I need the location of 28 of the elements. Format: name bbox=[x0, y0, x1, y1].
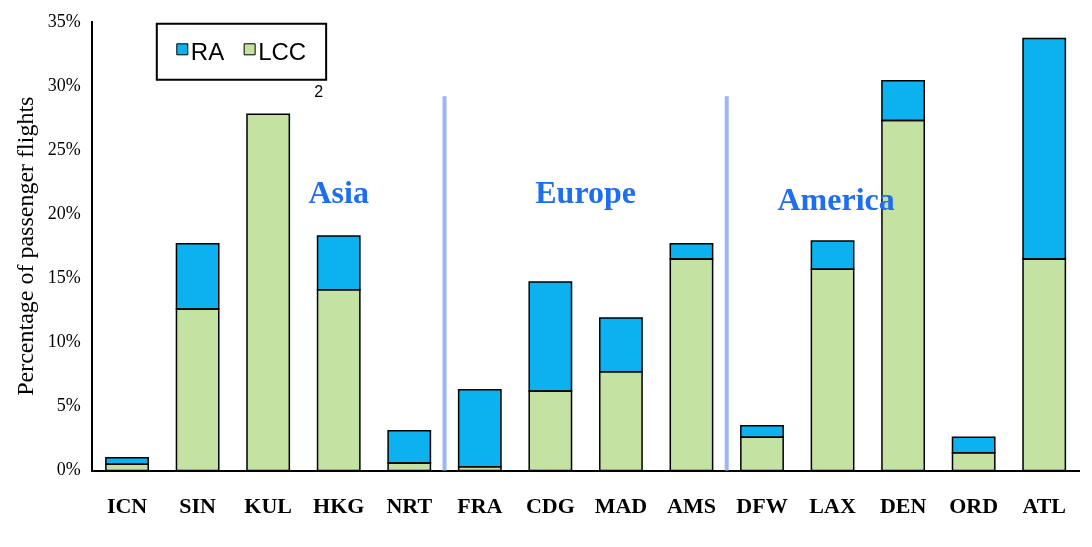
x-tick-label: ICN bbox=[106, 493, 148, 519]
y-tick-label: 30% bbox=[47, 74, 81, 95]
x-tick-label: DFW bbox=[736, 493, 788, 519]
y-tick-label: 0% bbox=[56, 459, 81, 480]
x-tick-label: LAX bbox=[809, 493, 856, 519]
x-tick-label: AMS bbox=[667, 493, 716, 519]
y-tick-label: 10% bbox=[47, 331, 81, 352]
x-tick-label: ORD bbox=[949, 493, 999, 519]
x-tick-label: HKG bbox=[313, 493, 365, 519]
x-tick-label: CDG bbox=[525, 493, 575, 519]
x-tick-label: FRA bbox=[457, 493, 503, 519]
x-tick-label: SIN bbox=[179, 493, 217, 519]
x-tick-label: NRT bbox=[386, 493, 433, 519]
y-tick-label: 35% bbox=[47, 10, 81, 31]
annotation: Europe bbox=[535, 174, 637, 211]
x-tick-label: MAD bbox=[594, 493, 648, 519]
y-tick-label: 20% bbox=[47, 202, 81, 223]
y-tick-label: 15% bbox=[47, 266, 81, 287]
y-tick-label: 25% bbox=[47, 138, 81, 159]
x-tick-label: ATL bbox=[1022, 493, 1066, 519]
y-axis-title: Percentage of passenger flights bbox=[11, 96, 38, 396]
legend-label: RA bbox=[190, 38, 225, 66]
annotation: 2 bbox=[314, 82, 324, 100]
legend-label: LCC bbox=[258, 38, 307, 66]
annotation: Asia bbox=[308, 174, 369, 211]
x-tick-label: DEN bbox=[879, 493, 927, 519]
y-tick-label: 5% bbox=[56, 395, 81, 416]
x-tick-label: KUL bbox=[244, 493, 293, 519]
